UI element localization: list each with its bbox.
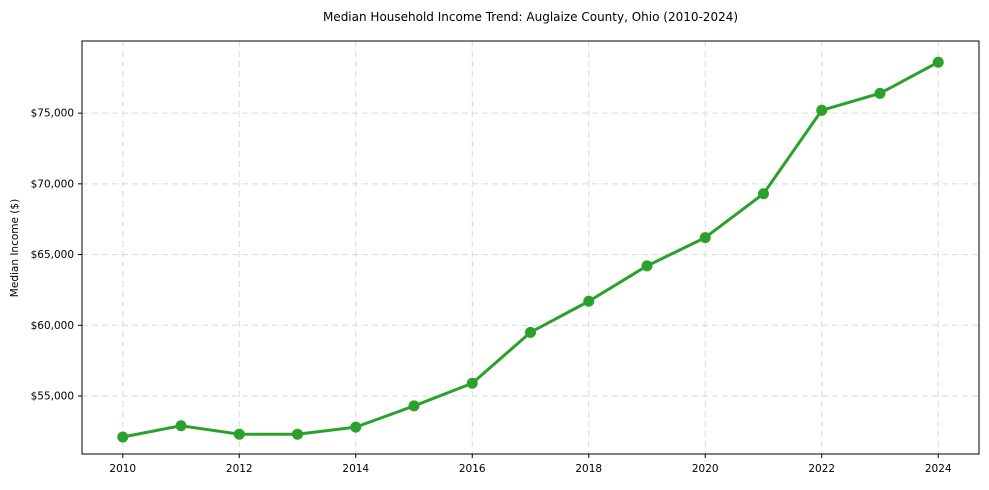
data-point (117, 431, 129, 443)
x-tick-label: 2016 (459, 463, 486, 475)
data-point (175, 420, 187, 432)
y-tick-label: $60,000 (31, 320, 74, 332)
data-point (466, 377, 478, 389)
data-point (292, 428, 304, 440)
x-tick-label: 2010 (109, 463, 136, 475)
x-tick-label: 2018 (575, 463, 602, 475)
x-tick-label: 2012 (226, 463, 253, 475)
x-tick-label: 2020 (692, 463, 719, 475)
data-point (699, 232, 711, 244)
x-tick-label: 2022 (808, 463, 835, 475)
chart-title: Median Household Income Trend: Auglaize … (322, 10, 739, 24)
y-tick-label: $75,000 (31, 108, 74, 120)
data-point (816, 104, 828, 116)
data-point (408, 400, 420, 412)
y-tick-label: $55,000 (31, 391, 74, 403)
y-tick-label: $65,000 (31, 249, 74, 261)
x-tick-label: 2014 (342, 463, 369, 475)
x-tick-label: 2024 (925, 463, 952, 475)
data-point (350, 421, 362, 433)
trend-line (121, 60, 940, 439)
data-point (233, 428, 245, 440)
plot-border (81, 40, 980, 455)
data-point (641, 260, 653, 272)
data-point (874, 87, 886, 99)
data-point (525, 326, 536, 338)
data-point (583, 295, 595, 307)
data-point (757, 188, 769, 200)
data-point (932, 56, 944, 68)
y-tick-label: $70,000 (31, 178, 74, 190)
